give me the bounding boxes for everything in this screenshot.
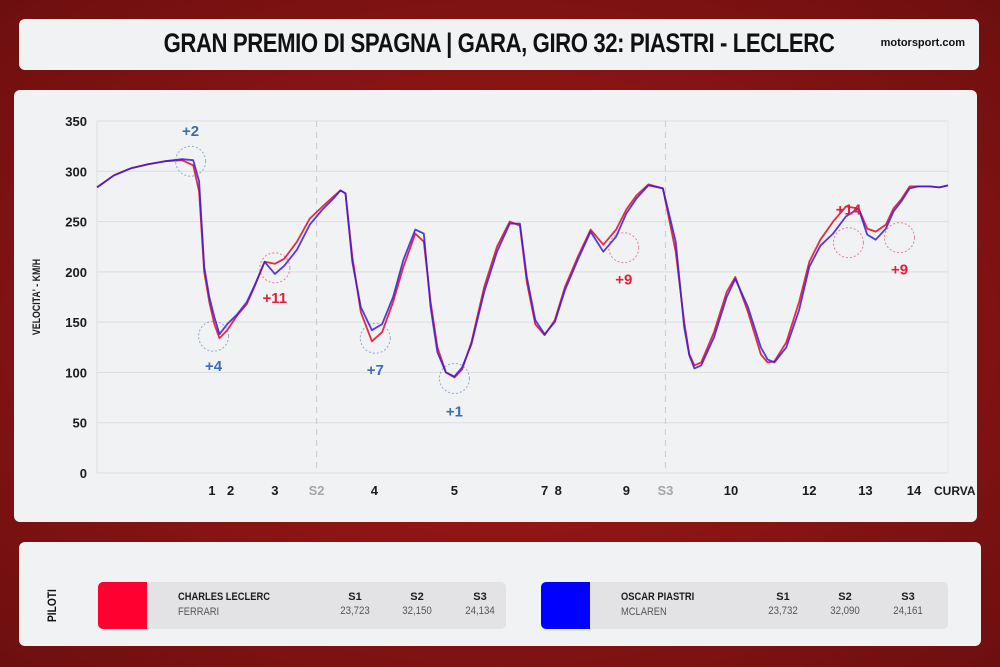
team-name: MCLAREN (621, 606, 667, 618)
sector-1: S1 23,723 (330, 591, 380, 617)
piloti-label: PILOTI (45, 589, 59, 622)
page-title: GRAN PREMIO DI SPAGNA | GARA, GIRO 32: P… (163, 28, 835, 58)
x-tick-label: S3 (658, 483, 674, 498)
y-axis-title: VELOCITA' - KM/H (31, 259, 43, 335)
leclerc-color-swatch (98, 582, 147, 629)
piastri-color-swatch (541, 582, 590, 629)
x-tick-label: 12 (802, 483, 816, 498)
drivers-legend: PILOTI CHARLES LECLERC FERRARI S1 23,723… (19, 542, 981, 646)
y-tick-label: 350 (65, 114, 87, 129)
y-tick-label: 100 (65, 365, 87, 380)
x-tick-label: 4 (371, 483, 379, 498)
driver-card-leclerc: CHARLES LECLERC FERRARI S1 23,723 S2 32,… (98, 582, 506, 629)
sector-2: S2 32,090 (820, 591, 870, 617)
x-tick-label: 1 (208, 483, 215, 498)
delta-annotation: +9 (615, 272, 632, 289)
x-tick-label: 2 (227, 483, 234, 498)
x-tick-label: 9 (623, 483, 630, 498)
sector-time: 32,150 (402, 605, 432, 617)
team-name: FERRARI (178, 606, 220, 618)
delta-highlight-circle (832, 227, 864, 259)
y-tick-label: 0 (80, 466, 87, 481)
delta-highlight-circle (175, 145, 207, 177)
sector-label: S1 (348, 591, 362, 603)
x-tick-label: 8 (555, 483, 562, 498)
driver-name: CHARLES LECLERC (178, 591, 270, 603)
y-tick-label: 250 (65, 215, 87, 230)
title-bar: GRAN PREMIO DI SPAGNA | GARA, GIRO 32: P… (19, 19, 979, 70)
sector-time: 23,732 (768, 605, 798, 617)
sector-label: S1 (776, 591, 790, 603)
x-tick-label: S2 (309, 483, 325, 498)
sector-time: 24,134 (465, 605, 495, 617)
x-tick-label: 7 (541, 483, 548, 498)
leclerc-speed-line (96, 159, 949, 379)
delta-highlight-circle (438, 362, 470, 394)
driver-name: OSCAR PIASTRI (621, 591, 695, 603)
speed-chart-panel: 0 50 100 150 200 250 300 350 VELOCITA' - KM/H 1 2 3… (14, 90, 977, 522)
sector-label: S2 (838, 591, 852, 603)
sector-time: 32,090 (830, 605, 860, 617)
delta-highlight-circle (359, 322, 391, 354)
x-tick-label: 5 (451, 483, 458, 498)
delta-annotation: +4 (205, 358, 223, 375)
driver-card-piastri: OSCAR PIASTRI MCLAREN S1 23,732 S2 32,09… (541, 582, 948, 629)
sector-2: S2 32,150 (392, 591, 442, 617)
x-tick-label: 3 (271, 483, 278, 498)
sector-label: S3 (901, 591, 915, 603)
y-tick-label: 200 (65, 265, 87, 280)
y-tick-label: 150 (65, 315, 87, 330)
x-axis-title: CURVA (934, 484, 976, 498)
sector-time: 24,161 (893, 605, 923, 617)
piastri-speed-line (96, 158, 949, 378)
speed-trace-chart: 0 50 100 150 200 250 300 350 VELOCITA' - KM/H 1 2 3… (31, 114, 976, 498)
delta-annotation: +7 (367, 362, 384, 379)
sector-time: 23,723 (340, 605, 370, 617)
delta-annotation: +1 (446, 403, 463, 420)
sector-label: S2 (410, 591, 424, 603)
sector-label: S3 (473, 591, 487, 603)
delta-highlight-circle (883, 222, 915, 254)
x-tick-label: 13 (858, 483, 872, 498)
x-tick-label: 14 (907, 483, 922, 498)
delta-highlight-circle (259, 252, 291, 284)
y-tick-label: 50 (73, 416, 87, 431)
delta-annotation: +14 (836, 202, 862, 219)
brand-logo: motorsport.com (880, 37, 965, 49)
delta-annotation: +9 (891, 262, 908, 279)
sector-3: S3 24,161 (883, 591, 933, 617)
delta-annotation: +2 (182, 123, 199, 140)
sector-3: S3 24,134 (455, 591, 505, 617)
delta-annotation: +11 (263, 290, 288, 307)
x-tick-label: 10 (724, 483, 738, 498)
sector-1: S1 23,732 (758, 591, 808, 617)
delta-highlight-circle (198, 320, 230, 352)
y-tick-label: 300 (65, 164, 87, 179)
delta-highlight-circle (608, 232, 640, 264)
